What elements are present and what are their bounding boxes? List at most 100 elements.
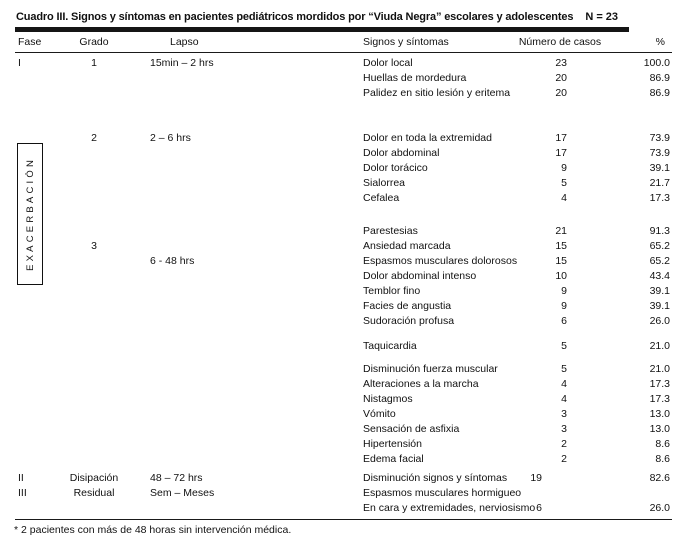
- table-title-row: Cuadro III. Signos y síntomas en pacient…: [16, 7, 676, 25]
- cell-pct: 26.0: [649, 315, 670, 327]
- cell-casos: 2: [561, 438, 567, 450]
- table-row: Parestesias 21 91.3: [0, 224, 686, 239]
- cell-signo: Edema facial: [363, 453, 424, 465]
- table-row: Sensación de asfixia 3 13.0: [0, 422, 686, 437]
- cell-signo: Sudoración profusa: [363, 315, 455, 327]
- table-row: Huellas de mordedura 20 86.9: [0, 71, 686, 86]
- cell-signo: Temblor fino: [363, 285, 421, 297]
- cell-pct: 73.9: [649, 132, 670, 144]
- cell-casos: 3: [561, 408, 567, 420]
- cell-signo: Huellas de mordedura: [363, 72, 467, 84]
- cell-grado: Disipación: [69, 472, 119, 484]
- table-row: Hipertensión 2 8.6: [0, 437, 686, 452]
- cell-lapso: 6 - 48 hrs: [150, 255, 195, 267]
- column-header-numero-casos: Número de casos: [518, 36, 602, 48]
- cell-casos: 2: [561, 453, 567, 465]
- table-section: Parestesias 21 91.3 3 Ansiedad marcada 15 65.2…: [0, 224, 686, 329]
- cell-casos: 6: [561, 315, 567, 327]
- header-rule: [15, 52, 672, 53]
- table-row: Dolor torácico 9 39.1: [0, 161, 686, 176]
- cell-pct: 73.9: [649, 147, 670, 159]
- cell-pct: 39.1: [649, 162, 670, 174]
- cell-signo: Alteraciones a la marcha: [363, 378, 479, 390]
- table-row: Dolor abdominal 17 73.9: [0, 146, 686, 161]
- cell-casos: 5: [561, 177, 567, 189]
- table-row: Palidez en sitio lesión y eritema 20 86.9: [0, 86, 686, 101]
- column-header-grado: Grado: [79, 36, 109, 48]
- table-title: Cuadro III. Signos y síntomas en pacient…: [16, 11, 574, 23]
- cell-lapso: 48 – 72 hrs: [150, 472, 203, 484]
- cell-pct: 17.3: [649, 393, 670, 405]
- table-row: 3 Ansiedad marcada 15 65.2: [0, 239, 686, 254]
- table-row: Sudoración profusa 6 26.0: [0, 314, 686, 329]
- exacerbacion-label: EXACERBACIÓN: [24, 157, 36, 271]
- cell-signo: Taquicardia: [363, 340, 417, 352]
- cell-casos: 9: [561, 300, 567, 312]
- cell-casos: 5: [561, 340, 567, 352]
- cell-pct: 39.1: [649, 285, 670, 297]
- table-row: Nistagmos 4 17.3: [0, 392, 686, 407]
- cell-signo: Sialorrea: [363, 177, 406, 189]
- cell-signo: Vómito: [363, 408, 396, 420]
- cell-fase: I: [18, 57, 21, 69]
- cell-pct: 21.0: [649, 363, 670, 375]
- cell-casos: 9: [561, 162, 567, 174]
- table-row: 2 2 – 6 hrs Dolor en toda la extremidad 17 7…: [0, 131, 686, 146]
- cell-pct: 86.9: [649, 72, 670, 84]
- cell-pct: 100.0: [643, 57, 670, 69]
- cell-pct: 65.2: [649, 255, 670, 267]
- table-row: III Residual Sem – Meses Espasmos musculare…: [0, 486, 686, 501]
- cell-casos: 3: [561, 423, 567, 435]
- cell-casos: 20: [555, 72, 567, 84]
- column-header-signos: Signos y síntomas: [363, 36, 449, 48]
- cell-pct: 17.3: [649, 378, 670, 390]
- table-section: I 1 15min – 2 hrs Dolor local 23 100.0 Huellas…: [0, 56, 686, 101]
- cell-casos: 4: [561, 378, 567, 390]
- table-row: Edema facial 2 8.6: [0, 452, 686, 467]
- cell-casos: 4: [561, 393, 567, 405]
- cell-signo: Dolor torácico: [363, 162, 428, 174]
- table-row: Cefalea 4 17.3: [0, 191, 686, 206]
- cell-signo: Ansiedad marcada: [363, 240, 451, 252]
- column-header-lapso: Lapso: [170, 36, 199, 48]
- cell-lapso: 2 – 6 hrs: [150, 132, 191, 144]
- cell-signo: Palidez en sitio lesión y eritema: [363, 87, 511, 99]
- cell-signo: Disminución signos y síntomas: [363, 472, 508, 484]
- table-section: Disminución fuerza muscular 5 21.0 Alteraci…: [0, 362, 686, 467]
- table-body: I 1 15min – 2 hrs Dolor local 2 3 100.0 Huellas…: [0, 56, 686, 516]
- table-row: Facies de angustia 9 39.1: [0, 299, 686, 314]
- cell-pct: 8.6: [655, 453, 670, 465]
- cell-signo: Nistagmos: [363, 393, 413, 405]
- table-row: Temblor fino 9 39.1: [0, 284, 686, 299]
- cell-casos: 4: [561, 192, 567, 204]
- cell-grado: 1: [91, 57, 97, 69]
- table-row: II Disipación 48 – 72 hrs Disminución signo…: [0, 471, 686, 486]
- table-section: 2 2 – 6 hrs Dolor en toda la extremidad 17 7…: [0, 131, 686, 206]
- cell-casos: 17: [555, 132, 567, 144]
- cell-signo: Dolor local: [363, 57, 413, 69]
- cell-casos: 20: [555, 87, 567, 99]
- cell-pct: 13.0: [649, 408, 670, 420]
- cell-signo: Dolor abdominal intenso: [363, 270, 477, 282]
- cell-casos: 6: [536, 502, 542, 514]
- cell-signo: Facies de angustia: [363, 300, 452, 312]
- table-row: Taquicardia 5 21.0: [0, 339, 686, 354]
- column-header-percent: %: [655, 36, 665, 48]
- footnote: * 2 pacientes con más de 48 horas sin in…: [14, 524, 292, 536]
- cell-lapso: 15min – 2 hrs: [150, 57, 214, 69]
- cell-signo: En cara y extremidades, nerviosismo: [363, 502, 536, 514]
- cell-grado: 2: [91, 132, 97, 144]
- cell-grado: Residual: [73, 487, 115, 499]
- cell-fase: II: [18, 472, 24, 484]
- cell-casos: 10: [555, 270, 567, 282]
- exacerbacion-phase-box: EXACERBACIÓN: [17, 143, 43, 285]
- table-row: Vómito 3 13.0: [0, 407, 686, 422]
- table-row: 6 - 48 hrs Espasmos musculares dolorosos 1…: [0, 254, 686, 269]
- cell-pct: 26.0: [649, 502, 670, 514]
- cell-lapso: Sem – Meses: [150, 487, 215, 499]
- cell-pct: 13.0: [649, 423, 670, 435]
- table-row: Sialorrea 5 21.7: [0, 176, 686, 191]
- cell-casos: 19: [530, 472, 542, 484]
- cell-casos: 15: [555, 240, 567, 252]
- title-rule: [15, 27, 629, 32]
